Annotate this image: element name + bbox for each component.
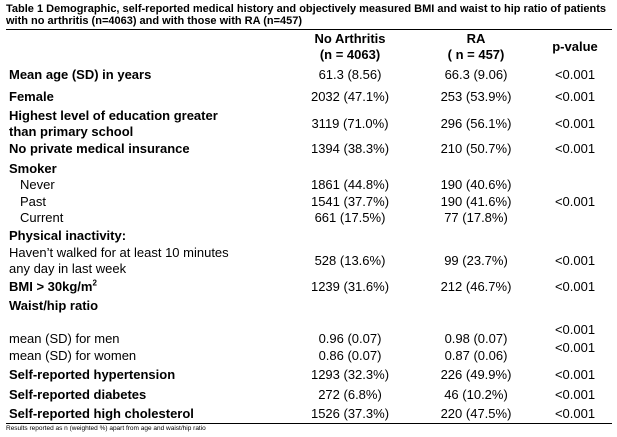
row-education-p: <0.001 bbox=[554, 116, 596, 131]
row-female-ra: 253 (53.9%) bbox=[440, 89, 512, 104]
row-education-no-arthritis: 3119 (71.0%) bbox=[311, 116, 389, 131]
row-inactivity-p: <0.001 bbox=[554, 253, 596, 268]
row-inactivity-label: Physical inactivity: bbox=[9, 228, 127, 243]
row-inactivity-ra: 99 (23.7%) bbox=[444, 253, 508, 268]
row-bmi-label-text: BMI > 30kg/m bbox=[9, 279, 93, 294]
row-cholesterol-p: <0.001 bbox=[554, 406, 596, 421]
row-bmi-label-sup: 2 bbox=[92, 278, 97, 288]
row-diabetes-ra: 46 (10.2%) bbox=[444, 387, 508, 402]
row-smoker-past-label: Past bbox=[20, 194, 47, 209]
header-no-arthritis-title: No Arthritis bbox=[314, 31, 386, 46]
header-p-value: p-value bbox=[552, 39, 598, 54]
row-hypertension-no-arthritis: 1293 (32.3%) bbox=[310, 367, 390, 382]
row-smoker-label: Smoker bbox=[9, 161, 57, 176]
row-inactivity-no-arthritis: 528 (13.6%) bbox=[314, 253, 386, 268]
row-female-no-arthritis: 2032 (47.1%) bbox=[310, 89, 390, 104]
table-top-rule bbox=[6, 29, 612, 30]
row-whr-men-no-arthritis: 0.96 (0.07) bbox=[318, 331, 382, 346]
row-whr-men-p: <0.001 bbox=[554, 322, 596, 337]
row-education-label-line1: Highest level of education greater bbox=[9, 108, 218, 123]
header-ra-n: ( n = 457) bbox=[447, 47, 505, 62]
row-inactivity-sub-line2: any day in last week bbox=[9, 261, 127, 276]
row-insurance-no-arthritis: 1394 (38.3%) bbox=[310, 141, 390, 156]
row-hypertension-ra: 226 (49.9%) bbox=[440, 367, 512, 382]
row-whr-men-label: mean (SD) for men bbox=[9, 331, 120, 346]
row-cholesterol-no-arthritis: 1526 (37.3%) bbox=[310, 406, 390, 421]
row-smoker-never-ra: 190 (40.6%) bbox=[440, 177, 512, 192]
header-no-arthritis-n: (n = 4063) bbox=[319, 47, 381, 62]
row-hypertension-p: <0.001 bbox=[554, 367, 596, 382]
row-education-ra: 296 (56.1%) bbox=[440, 116, 512, 131]
row-smoker-p: <0.001 bbox=[554, 194, 596, 209]
row-female-label: Female bbox=[9, 89, 54, 104]
row-inactivity-sub-line1: Haven’t walked for at least 10 minutes bbox=[9, 245, 229, 260]
row-diabetes-p: <0.001 bbox=[554, 387, 596, 402]
row-bmi-p: <0.001 bbox=[554, 279, 596, 294]
row-whr-women-p: <0.001 bbox=[554, 340, 596, 355]
row-age-p: <0.001 bbox=[554, 67, 596, 82]
row-diabetes-no-arthritis: 272 (6.8%) bbox=[318, 387, 382, 402]
row-smoker-never-label: Never bbox=[20, 177, 55, 192]
row-hypertension-label: Self-reported hypertension bbox=[9, 367, 176, 382]
row-bmi-ra: 212 (46.7%) bbox=[440, 279, 512, 294]
row-cholesterol-ra: 220 (47.5%) bbox=[440, 406, 512, 421]
table-footnote: Results reported as n (weighted %) apart… bbox=[6, 425, 206, 432]
row-smoker-current-ra: 77 (17.8%) bbox=[444, 210, 508, 225]
row-insurance-p: <0.001 bbox=[554, 141, 596, 156]
row-smoker-current-no-arthritis: 661 (17.5%) bbox=[314, 210, 386, 225]
row-diabetes-label: Self-reported diabetes bbox=[9, 387, 147, 402]
row-smoker-past-no-arthritis: 1541 (37.7%) bbox=[310, 194, 390, 209]
row-whr-men-ra: 0.98 (0.07) bbox=[444, 331, 508, 346]
row-bmi-no-arthritis: 1239 (31.6%) bbox=[310, 279, 390, 294]
row-age-ra: 66.3 (9.06) bbox=[444, 67, 508, 82]
row-whr-women-no-arthritis: 0.86 (0.07) bbox=[318, 348, 382, 363]
row-insurance-label: No private medical insurance bbox=[9, 141, 190, 156]
row-smoker-current-label: Current bbox=[20, 210, 64, 225]
row-cholesterol-label: Self-reported high cholesterol bbox=[9, 406, 194, 421]
table-bottom-rule bbox=[6, 423, 612, 424]
table-caption: Table 1 Demographic, self-reported medic… bbox=[6, 3, 607, 27]
row-bmi-label: BMI > 30kg/m2 bbox=[9, 279, 97, 295]
row-whr-label: Waist/hip ratio bbox=[9, 298, 99, 313]
row-smoker-never-no-arthritis: 1861 (44.8%) bbox=[310, 177, 390, 192]
row-insurance-ra: 210 (50.7%) bbox=[440, 141, 512, 156]
row-female-p: <0.001 bbox=[554, 89, 596, 104]
row-age-label: Mean age (SD) in years bbox=[9, 67, 152, 82]
header-ra-title: RA bbox=[466, 31, 486, 46]
row-whr-women-label: mean (SD) for women bbox=[9, 348, 137, 363]
row-age-no-arthritis: 61.3 (8.56) bbox=[318, 67, 382, 82]
row-education-label-line2: than primary school bbox=[9, 124, 134, 139]
row-whr-women-ra: 0.87 (0.06) bbox=[444, 348, 508, 363]
row-smoker-past-ra: 190 (41.6%) bbox=[440, 194, 512, 209]
